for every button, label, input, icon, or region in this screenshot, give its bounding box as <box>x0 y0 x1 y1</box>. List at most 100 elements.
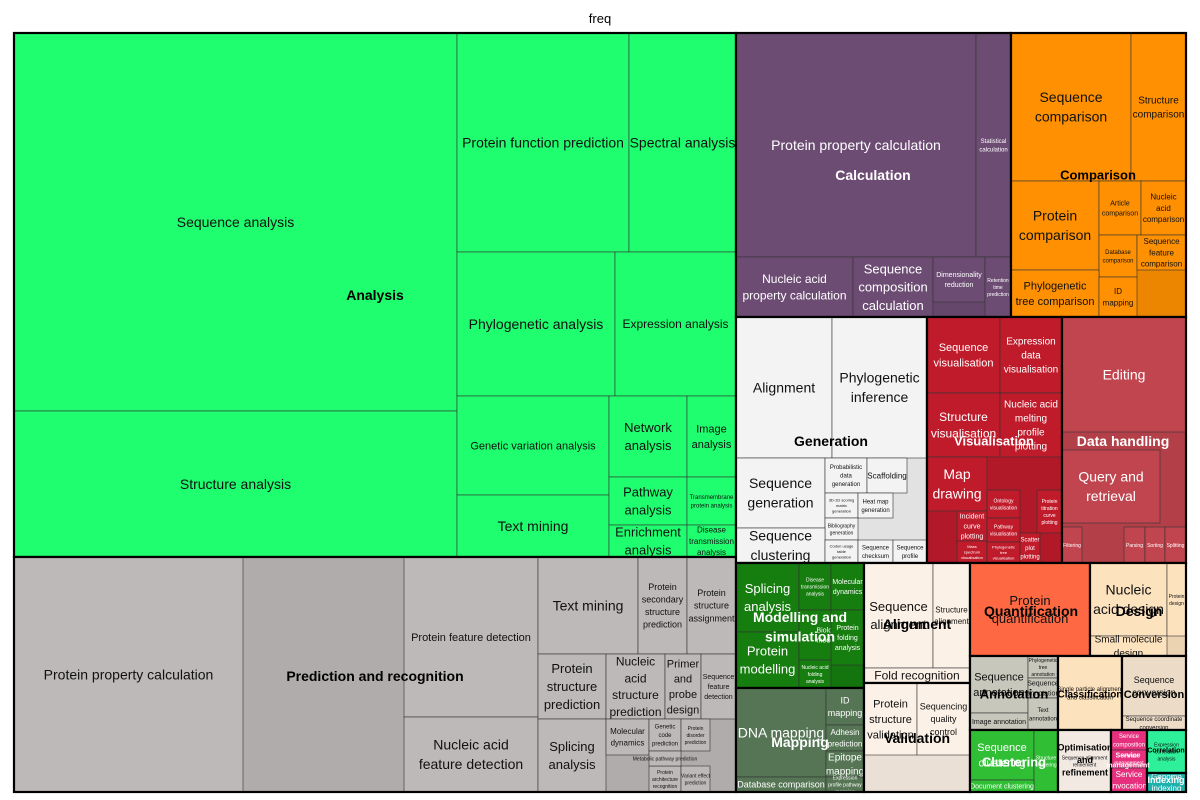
treemap-cell-filtering[interactable]: Filtering <box>1061 526 1083 564</box>
treemap-cell-expression-data-visualisation[interactable]: Expression data visualisation <box>999 316 1063 394</box>
treemap-cell-nucleic-acid-design[interactable]: Nucleic acid design <box>1089 562 1168 637</box>
treemap-cell-pathway-analysis[interactable]: Pathway analysis <box>608 476 688 526</box>
treemap-cell-variant-effect-prediction[interactable]: Variant effect prediction <box>680 765 711 793</box>
treemap-cell-splicing-analysis[interactable]: Splicing analysis <box>735 562 800 633</box>
treemap-cell-structure-comparison[interactable]: Structure comparison <box>1130 32 1187 182</box>
treemap-cell-sequence-alignment[interactable]: Sequence alignment <box>863 562 934 669</box>
treemap-cell-sequence-comparison[interactable]: Sequence comparison <box>1010 32 1132 182</box>
treemap-cell-heat-map-generation[interactable]: Heat map generation <box>857 492 894 519</box>
treemap-cell-network-analysis[interactable]: Network analysis <box>608 395 688 478</box>
treemap-cell-sequence-checksum-generation[interactable]: Sequence checksum <box>857 539 894 564</box>
treemap-cell-phylogenetic-tree-annotation[interactable]: Phylogenetic tree annotation <box>1027 655 1059 679</box>
treemap-cell-sequence-conversion[interactable]: Sequence conversion <box>1121 655 1187 717</box>
treemap-cell-nucleic-acid-comparison[interactable]: Nucleic acid comparison <box>1140 180 1187 236</box>
treemap-cell-disease-transmission-analysis[interactable]: Disease transmission analysis <box>686 524 737 558</box>
treemap-cell-protein-structure-assignment[interactable]: Protein structure assignment <box>686 556 737 655</box>
treemap-cell-map-drawing[interactable]: Map drawing <box>926 456 988 512</box>
treemap-cell-protein-feature-detection[interactable]: Protein feature detection <box>403 556 539 718</box>
treemap-cell-bibliography-generation[interactable]: Bibliography generation <box>824 517 859 541</box>
treemap-cell-database-comparison[interactable]: Database comparison <box>735 776 827 793</box>
treemap-cell-protein-quantification[interactable]: Protein quantification <box>969 562 1091 657</box>
treemap-cell-nucleic-acid-structure-prediction[interactable]: Nucleic acid structure prediction <box>605 653 666 720</box>
treemap-cell-text-mining[interactable]: Text mining <box>456 494 610 558</box>
treemap-cell-enrichment-analysis[interactable]: Enrichment analysis <box>608 524 688 558</box>
treemap-cell-ontology-visualisation[interactable]: Ontology visualisation <box>986 489 1021 519</box>
treemap-cell-parsing[interactable]: Parsing <box>1123 526 1146 564</box>
treemap-cell-protein-function-prediction[interactable]: Protein function prediction <box>456 32 630 253</box>
treemap-cell-adhesin-prediction[interactable]: Adhesin prediction <box>825 724 865 752</box>
treemap-cell-disease-transmission-analysis[interactable]: Disease transmission analysis <box>798 562 832 611</box>
treemap-cell-sequence-analysis[interactable]: Sequence analysis <box>13 32 458 412</box>
treemap-cell-protein-property-calculation[interactable]: Protein property calculation <box>735 32 977 258</box>
treemap-cell-id-mapping[interactable]: ID mapping <box>1098 276 1138 318</box>
treemap-cell-dna-mapping[interactable]: DNA mapping <box>735 687 827 778</box>
treemap-cell-service-invocation[interactable]: Service invocation <box>1110 767 1148 793</box>
treemap-cell-3d-1d-scoring-matrix-generation[interactable]: 3D-1D scoring matrix generation <box>824 492 859 519</box>
treemap-cell-molecular-dynamics[interactable]: Molecular dynamics <box>605 718 650 756</box>
treemap-cell-sequence-visualisation[interactable]: Sequence visualisation <box>926 316 1001 394</box>
treemap-cell-spectral-analysis[interactable]: Spectral analysis <box>628 32 737 253</box>
treemap-cell-service-composition[interactable]: Service composition <box>1110 729 1148 751</box>
treemap-cell-transmembrane-protein-analysis[interactable]: Transmembrane protein analysis <box>686 476 737 526</box>
treemap-cell-sequence-clustering[interactable]: Sequence clustering <box>969 729 1035 781</box>
treemap-cell-protein-titration-curve-plotting[interactable]: Protein titration curve plotting <box>1036 489 1063 534</box>
treemap-cell-metabolic-pathway-prediction[interactable]: Metabolic pathway prediction <box>633 750 698 767</box>
treemap-cell-mass-spectrum-visualisation[interactable]: Mass spectrum visualisation <box>956 540 988 564</box>
treemap-cell-phylogenetic-tree-visualisation[interactable]: Phylogenetic tree visualisation <box>986 541 1021 564</box>
treemap-cell-nucleic-acid-folding-analysis[interactable]: Nucleic acid folding analysis <box>798 659 832 689</box>
treemap-cell-genetic-variation-analysis[interactable]: Genetic variation analysis <box>456 395 610 496</box>
treemap-cell-protein-structure-prediction[interactable]: Protein structure prediction <box>537 653 607 720</box>
treemap-cell-molecular-dynamics[interactable]: Molecular dynamics <box>830 562 865 611</box>
treemap-cell-id-mapping[interactable]: ID mapping <box>825 687 865 726</box>
treemap-cell-database-comparison[interactable]: Database comparison <box>1098 234 1138 278</box>
treemap-cell-expression-analysis[interactable]: Expression analysis <box>614 251 737 397</box>
treemap-cell-sequence-generation[interactable]: Sequence generation <box>735 457 826 529</box>
treemap-cell-nucleic-acid-property-calculation[interactable]: Nucleic acid property calculation <box>735 256 854 318</box>
treemap-cell-sorting[interactable]: Sorting <box>1144 526 1166 564</box>
treemap-cell-text-annotation[interactable]: Text annotation <box>1027 697 1059 731</box>
treemap-cell-statistical-calculation[interactable]: Statistical calculation <box>975 32 1012 258</box>
treemap-cell-primer-and-probe-design[interactable]: Primer and probe design <box>664 653 702 720</box>
treemap-cell-structure-alignment[interactable]: Structure alignment <box>932 562 971 669</box>
treemap-cell-sequence-alignment-refinement[interactable]: Sequence alignment refinement <box>1057 729 1112 793</box>
treemap-cell-protein-secondary-structure-prediction[interactable]: Protein secondary structure prediction <box>637 556 688 655</box>
treemap-cell-genetic-code-prediction[interactable]: Genetic code prediction <box>648 718 682 752</box>
treemap-cell-editing[interactable]: Editing <box>1061 316 1187 433</box>
treemap-cell-protein-structure-validation[interactable]: Protein structure validation <box>863 682 918 756</box>
treemap-cell-phylogenetic-inference[interactable]: Phylogenetic inference <box>831 316 928 459</box>
treemap-cell-sequence-profile-generation[interactable]: Sequence profile <box>892 539 928 564</box>
treemap-cell-sequence-annotation[interactable]: Sequence annotation <box>969 655 1029 714</box>
treemap-cell-incident-curve-plotting[interactable]: Incident curve plotting <box>956 510 988 542</box>
treemap-cell-nucleic-acid-melting-profile-plotting[interactable]: Nucleic acid melting profile plotting <box>999 392 1063 458</box>
treemap-cell-probabilistic-data-generation[interactable]: Probabilistic data generation <box>824 457 868 494</box>
treemap-cell-structure-analysis[interactable]: Structure analysis <box>13 410 458 558</box>
treemap-cell-article-comparison[interactable]: Article comparison <box>1098 180 1142 236</box>
treemap-cell-protein-folding-analysis[interactable]: Protein folding analysis <box>830 609 865 666</box>
treemap-cell-sequence-feature-detection[interactable]: Sequence feature detection <box>700 653 737 720</box>
treemap-cell-splicing-analysis[interactable]: Splicing analysis <box>537 718 607 793</box>
treemap-cell-epitope-mapping[interactable]: Epitope mapping <box>825 750 865 778</box>
treemap-cell-sequence-annotation[interactable]: Sequence annotation <box>1027 677 1060 699</box>
treemap-cell-codon-usage-table-generation[interactable]: Codon usage table generation <box>824 539 859 564</box>
treemap-cell-structure-visualisation[interactable]: Structure visualisation <box>926 392 1001 458</box>
treemap-cell-phylogenetic-analysis[interactable]: Phylogenetic analysis <box>456 251 616 397</box>
treemap-cell-structure-clustering[interactable]: Structure clustering <box>1033 729 1059 793</box>
treemap-cell-protein-disorder-prediction[interactable]: Protein disorder prediction <box>680 718 711 752</box>
treemap-cell-scaffolding[interactable]: Scaffolding <box>866 457 908 494</box>
treemap-cell-protein-comparison[interactable]: Protein comparison <box>1010 180 1100 271</box>
treemap-cell-text-mining[interactable]: Text mining <box>537 556 639 655</box>
treemap-cell-document-clustering[interactable]: Document clustering <box>969 779 1035 793</box>
treemap-cell-dimensionality-reduction[interactable]: Dimensionality reduction <box>932 256 986 303</box>
treemap-cell-protein-property-calculation[interactable]: Protein property calculation <box>13 556 244 793</box>
treemap-cell-protein-architecture-recognition[interactable]: Protein architecture recognition <box>648 765 682 793</box>
treemap-cell-protein-modelling[interactable]: Protein modelling <box>735 631 800 689</box>
treemap-cell-expression-correlation-analysis[interactable]: Expression correlation analysis <box>1146 729 1187 774</box>
treemap-cell-pathway-visualisation[interactable]: Pathway visualisation <box>986 517 1021 543</box>
treemap-cell-image-analysis[interactable]: Image analysis <box>686 395 737 478</box>
treemap-cell-splitting[interactable]: Splitting <box>1164 526 1187 564</box>
treemap-cell-sequence-composition-calculation[interactable]: Sequence composition calculation <box>852 256 934 318</box>
treemap-cell-fold-recognition[interactable]: Fold recognition <box>863 667 971 684</box>
treemap-cell-image-annotation[interactable]: Image annotation <box>969 712 1029 731</box>
treemap-cell-sequence-feature-comparison[interactable]: Sequence feature comparison <box>1136 234 1187 271</box>
treemap-cell-query-and-retrieval[interactable]: Query and retrieval <box>1061 449 1161 524</box>
